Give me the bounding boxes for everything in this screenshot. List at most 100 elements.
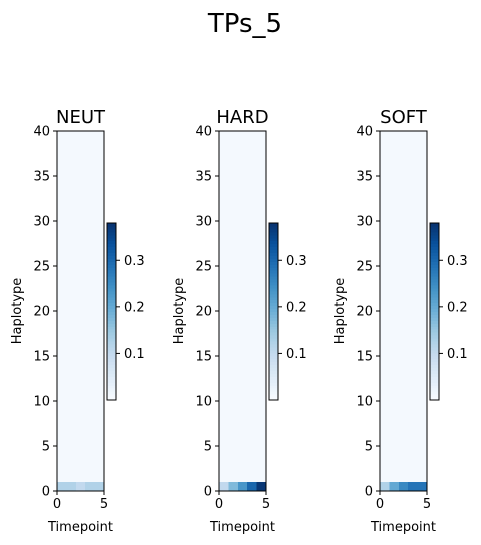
colorbar-segment (269, 367, 278, 371)
colorbar-segment (430, 267, 439, 271)
subplot-title: NEUT (56, 107, 106, 128)
heatmap-row (57, 257, 104, 266)
colorbar-segment (107, 317, 116, 321)
heatmap-row (219, 239, 266, 248)
heatmap-row (57, 176, 104, 185)
x-tick-label: 0 (53, 497, 61, 512)
heatmap-row (380, 176, 427, 185)
colorbar-segment (269, 246, 278, 251)
heatmap-row (380, 140, 427, 149)
colorbar-tick-label: 0.2 (124, 300, 145, 315)
colorbar-segment (269, 234, 278, 239)
heatmap-row (219, 446, 266, 455)
heatmap-cell (380, 482, 390, 491)
heatmap-cell (57, 482, 67, 491)
heatmap-row (219, 365, 266, 374)
y-tick-label: 25 (33, 260, 50, 275)
colorbar-segment (430, 314, 439, 318)
heatmap-row (219, 437, 266, 446)
colorbar-segment (430, 364, 439, 369)
heatmap-row (380, 392, 427, 401)
heatmap-cell (66, 482, 76, 491)
heatmap-cell (417, 482, 427, 491)
colorbar-segment (269, 252, 278, 256)
colorbar-tick-label: 0.1 (124, 347, 145, 362)
colorbar-segment (430, 305, 439, 310)
y-tick-label: 0 (42, 485, 50, 500)
colorbar-segment (430, 287, 439, 292)
colorbar-segment (430, 388, 439, 392)
colorbar-segment (269, 320, 278, 324)
heatmap-row (219, 167, 266, 176)
colorbar-segment (430, 302, 439, 307)
heatmap-row (219, 455, 266, 464)
heatmap-cell (237, 482, 248, 491)
heatmap-row (380, 347, 427, 356)
colorbar-segment (269, 388, 278, 392)
colorbar-segment (107, 249, 116, 253)
heatmap-row (57, 221, 104, 230)
colorbar-segment (107, 225, 116, 230)
heatmap-row (57, 365, 104, 374)
colorbar-segment (269, 279, 278, 283)
heatmap-row (219, 203, 266, 212)
colorbar-segment (107, 299, 116, 304)
heatmap-row (57, 302, 104, 311)
heatmap-cell (256, 482, 266, 491)
colorbar-segment (107, 237, 116, 242)
x-axis-label: Timepoint (370, 520, 436, 535)
colorbar-segment (269, 379, 278, 383)
x-axis-label: Timepoint (209, 520, 275, 535)
colorbar-segment (107, 355, 116, 360)
colorbar-segment (430, 335, 439, 339)
colorbar-segment (269, 249, 278, 253)
heatmap-cell (85, 482, 95, 491)
heatmap-row (57, 203, 104, 212)
colorbar-segment (269, 326, 278, 330)
colorbar-segment (107, 279, 116, 283)
colorbar-segment (269, 299, 278, 304)
colorbar-segment (430, 376, 439, 380)
colorbar-segment (107, 293, 116, 298)
colorbar-segment (107, 326, 116, 330)
heatmap-row (380, 437, 427, 446)
heatmap-row (380, 266, 427, 275)
colorbar-segment (269, 264, 278, 268)
colorbar-segment (430, 258, 439, 262)
colorbar-segment (107, 338, 116, 342)
colorbar-segment (430, 264, 439, 268)
colorbar-segment (269, 341, 278, 345)
colorbar-segment (430, 282, 439, 286)
colorbar-segment (430, 391, 439, 395)
heatmap-row (219, 284, 266, 293)
x-axis-label: Timepoint (47, 520, 113, 535)
colorbar-segment (269, 237, 278, 242)
y-tick-label: 30 (356, 215, 373, 230)
colorbar-segment (430, 223, 439, 227)
colorbar-segment (430, 246, 439, 251)
heatmap-row (57, 419, 104, 428)
heatmap-row (219, 212, 266, 221)
heatmap-row (57, 446, 104, 455)
subplot-title: HARD (216, 107, 268, 128)
colorbar-segment (269, 276, 278, 280)
colorbar-segment (430, 293, 439, 298)
heatmap-cell (94, 482, 104, 491)
colorbar-segment (107, 305, 116, 310)
subplot-hard: HARD 0 5 10 15 20 25 30 35 40 0 5 Timepoint Haplotype… (172, 107, 307, 535)
colorbar-segment (269, 394, 278, 398)
colorbar-segment (107, 270, 116, 274)
heatmap-row (380, 338, 427, 347)
heatmap-row (380, 455, 427, 464)
heatmap-row (219, 221, 266, 230)
colorbar-segment (107, 343, 116, 348)
colorbar-segment (107, 391, 116, 395)
colorbar-segment (430, 329, 439, 333)
colorbar-frame (268, 222, 279, 401)
heatmap-row (57, 212, 104, 221)
colorbar-segment (430, 323, 439, 327)
colorbar-segment (269, 296, 278, 301)
heatmap-row (57, 158, 104, 167)
y-tick-label: 10 (356, 395, 373, 410)
heatmap-row (57, 149, 104, 158)
